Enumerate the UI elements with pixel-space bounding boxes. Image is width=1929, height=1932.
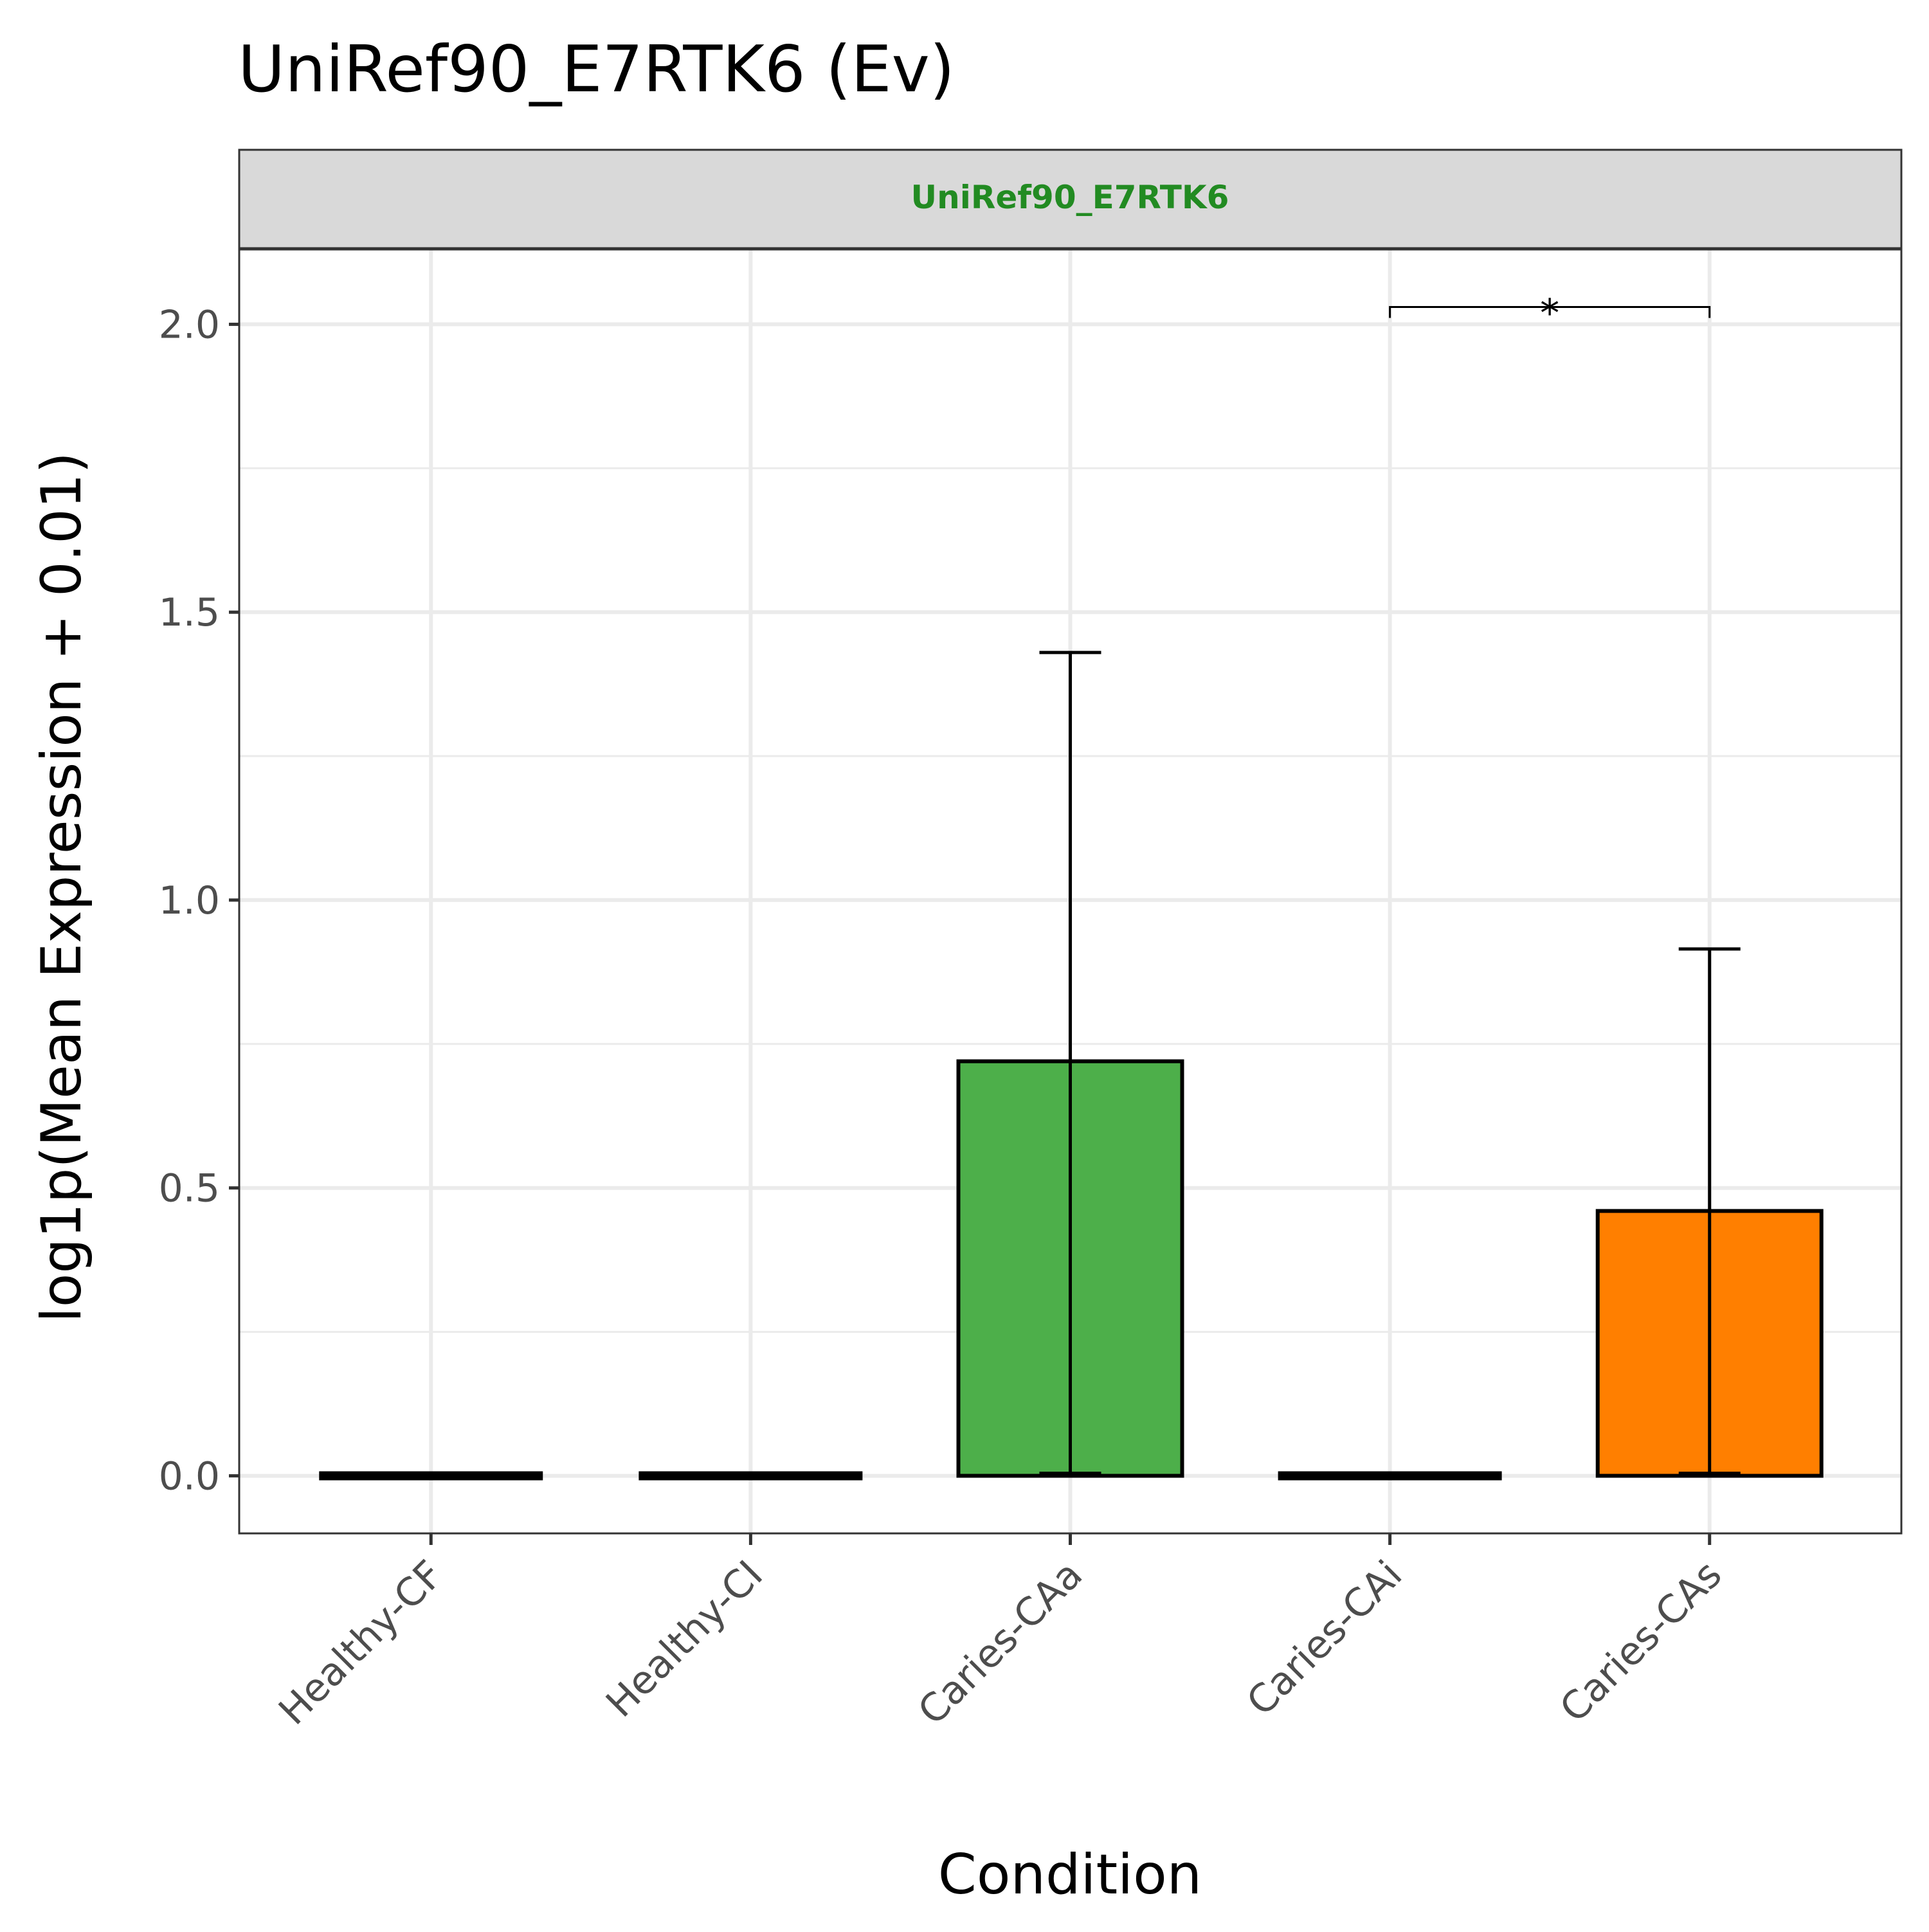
x-tick-label: Caries-CAa [910, 1552, 1092, 1734]
x-axis-title: Condition [938, 1843, 1202, 1907]
y-tick-label: 1.0 [159, 878, 220, 923]
facet-strip: UniRef90_E7RTK6 [238, 149, 1903, 249]
significance-bracket [1389, 306, 1711, 318]
facet-strip-label: UniRef90_E7RTK6 [911, 179, 1229, 216]
x-tick-label: Healthy-CF [270, 1552, 452, 1734]
x-tick-label: Healthy-CI [597, 1552, 772, 1726]
y-tick-label: 0.0 [159, 1454, 220, 1499]
bar-healthy-ci [638, 1471, 863, 1481]
x-tick-label: Caries-CAi [1238, 1552, 1411, 1724]
x-tick-label: Caries-CAs [1552, 1552, 1731, 1731]
bar-caries-cai [1278, 1471, 1502, 1481]
significance-label: * [1540, 291, 1559, 336]
y-tick-label: 2.0 [159, 302, 220, 347]
y-axis-title: log1p(Mean Expression + 0.01) [30, 452, 94, 1323]
y-tick-label: 0.5 [159, 1166, 220, 1211]
facet-strip-background [238, 149, 1903, 249]
plot-panel: * [238, 248, 1903, 1535]
bar-healthy-cf [319, 1471, 543, 1481]
y-tick-label: 1.5 [159, 590, 220, 635]
chart-title: UniRef90_E7RTK6 (Ev) [238, 32, 955, 107]
